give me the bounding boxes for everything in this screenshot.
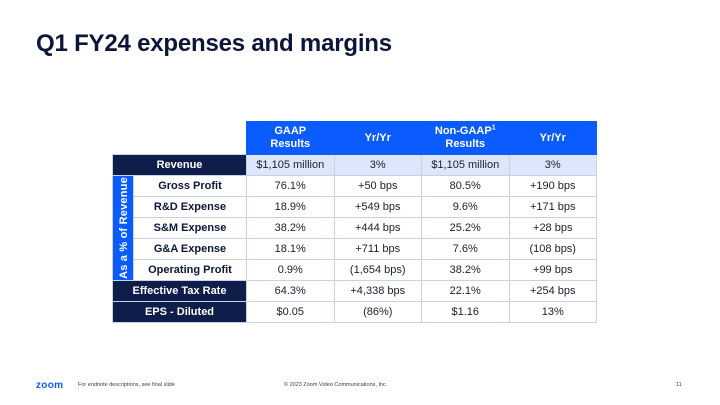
table-cell: +28 bps (508, 217, 597, 239)
copyright-text: © 2023 Zoom Video Communications, Inc. (284, 382, 388, 388)
table-row: Operating Profit 0.9% (1,654 bps) 38.2% … (113, 259, 597, 281)
table-cell: +190 bps (508, 175, 597, 197)
row-label-revenue: Revenue (112, 154, 247, 176)
table-cell: 13% (508, 301, 597, 323)
table-row: S&M Expense 38.2% +444 bps 25.2% +28 bps (113, 217, 597, 239)
table-cell: +444 bps (333, 217, 422, 239)
table-cell: 3% (333, 154, 422, 176)
table-cell: (1,654 bps) (333, 259, 422, 281)
page-title: Q1 FY24 expenses and margins (36, 30, 392, 57)
table-row-revenue: Revenue $1,105 million 3% $1,105 million… (112, 154, 597, 176)
table-cell: +711 bps (333, 238, 422, 260)
footnote-marker: 1 (491, 124, 496, 132)
col-header-nongaap: Non-GAAP1 Results (421, 121, 510, 155)
row-label: S&M Expense (133, 217, 247, 239)
side-label-cell: As a % of Revenue (112, 175, 134, 281)
table-cell: 76.1% (246, 175, 335, 197)
financial-table: GAAP Results Yr/Yr Non-GAAP1 Results Yr/… (112, 121, 597, 323)
table-cell: $1,105 million (421, 154, 510, 176)
table-row: As a % of Revenue Gross Profit 76.1% +50… (112, 175, 597, 281)
endnote-text: For endnote descriptions, see final slid… (78, 382, 175, 388)
col-header-gaap-line1: GAAP (274, 125, 307, 137)
table-row: R&D Expense 18.9% +549 bps 9.6% +171 bps (113, 196, 597, 218)
table-cell: 18.9% (246, 196, 335, 218)
row-label-eps: EPS - Diluted (112, 301, 247, 323)
page-number: 11 (676, 382, 682, 388)
row-label: Operating Profit (133, 259, 247, 281)
col-header-yoy-gaap: Yr/Yr (333, 121, 422, 155)
table-cell: +99 bps (508, 259, 597, 281)
row-label: G&A Expense (133, 238, 247, 260)
table-cell: (86%) (333, 301, 422, 323)
table-cell: +254 bps (508, 280, 597, 302)
table-cell: 3% (508, 154, 597, 176)
col-header-gaap: GAAP Results (246, 121, 335, 155)
col-header-nongaap-line1: Non-GAAP (434, 125, 492, 137)
table-row-eps: EPS - Diluted $0.05 (86%) $1.16 13% (112, 301, 597, 323)
footer: zoom For endnote descriptions, see final… (0, 378, 720, 398)
table-cell: $0.05 (246, 301, 335, 323)
col-header-nongaap-line2: Results (445, 138, 486, 150)
row-label-tax: Effective Tax Rate (112, 280, 247, 302)
table-cell: $1,105 million (246, 154, 335, 176)
col-header-gaap-line2: Results (270, 138, 311, 150)
table-cell: 38.2% (421, 259, 510, 281)
table-row-tax: Effective Tax Rate 64.3% +4,338 bps 22.1… (112, 280, 597, 302)
table-cell: 38.2% (246, 217, 335, 239)
table-cell: +549 bps (333, 196, 422, 218)
row-label: Gross Profit (133, 175, 247, 197)
table-row: G&A Expense 18.1% +711 bps 7.6% (108 bps… (113, 238, 597, 260)
row-label: R&D Expense (133, 196, 247, 218)
col-header-yoy-nongaap: Yr/Yr (508, 121, 597, 155)
zoom-logo: zoom (36, 380, 64, 391)
table-cell: +4,338 bps (333, 280, 422, 302)
table-cell: (108 bps) (508, 238, 597, 260)
table-cell: 7.6% (421, 238, 510, 260)
table-header-row: GAAP Results Yr/Yr Non-GAAP1 Results Yr/… (113, 121, 597, 155)
blank-corner (113, 122, 247, 155)
table-cell: 22.1% (421, 280, 510, 302)
table-cell: 0.9% (246, 259, 335, 281)
table-cell: 25.2% (421, 217, 510, 239)
table-cell: $1.16 (421, 301, 510, 323)
table-cell: +171 bps (508, 196, 597, 218)
table-cell: 18.1% (246, 238, 335, 260)
table-cell: 80.5% (421, 175, 510, 197)
table-cell: +50 bps (333, 175, 422, 197)
side-label: As a % of Revenue (117, 177, 130, 279)
table-cell: 9.6% (421, 196, 510, 218)
table-cell: 64.3% (246, 280, 335, 302)
